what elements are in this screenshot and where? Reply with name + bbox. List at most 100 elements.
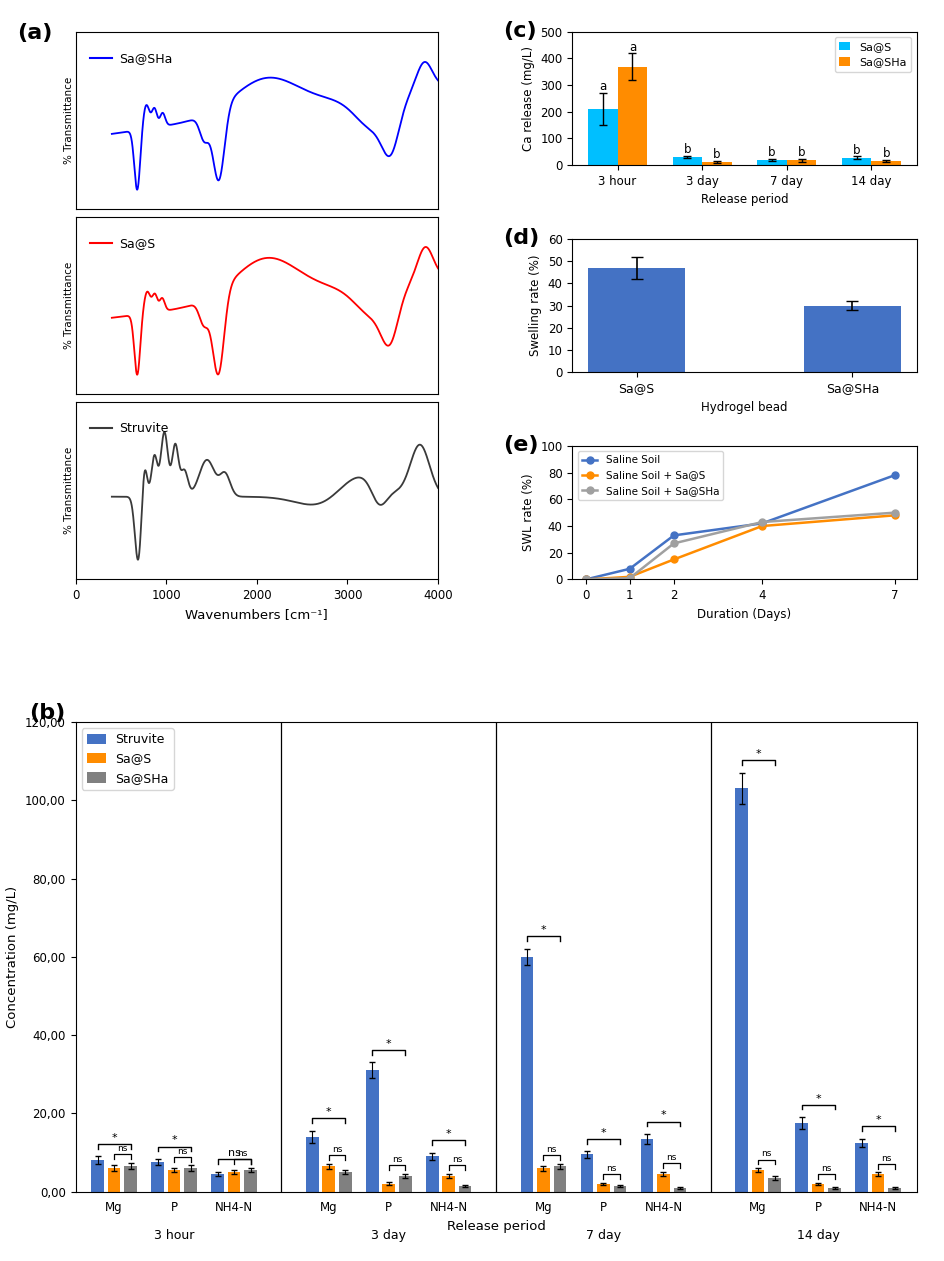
Text: (d): (d) [503,228,539,248]
Saline Soil + Sa@SHa [888,506,900,521]
Text: ns: ns [451,1155,462,1164]
Text: ns: ns [177,1146,187,1155]
Legend: Struvite, Sa@S, Sa@SHa: Struvite, Sa@S, Sa@SHa [82,728,174,789]
Y-axis label: SWL rate (%): SWL rate (%) [521,474,534,551]
Saline Soil + Sa@S [756,518,767,533]
Text: ns: ns [117,1144,127,1154]
X-axis label: Hydrogel bead: Hydrogel bead [700,401,787,414]
Y-axis label: Concentration (mg/L): Concentration (mg/L) [7,885,20,1028]
Bar [587,267,684,372]
X-axis label: Release period: Release period [447,1219,545,1233]
Bar [870,161,900,165]
Saline Soil [580,572,591,588]
Text: a: a [628,40,635,54]
Text: 3 hour: 3 hour [154,1228,194,1242]
Bar [827,1188,840,1192]
Text: b: b [767,146,775,159]
Text: b: b [882,148,889,160]
Text: 3 day: 3 day [371,1228,406,1242]
Text: Struvite: Struvite [119,421,168,435]
Text: (a): (a) [18,23,53,43]
Text: *: * [446,1129,451,1139]
Bar [442,1177,455,1192]
Saline Soil [888,468,900,483]
Legend: Sa@S, Sa@SHa: Sa@S, Sa@SHa [834,37,910,72]
Bar [322,1166,335,1192]
Bar [124,1166,137,1192]
Y-axis label: % Transmittance: % Transmittance [64,262,75,349]
X-axis label: Release period: Release period [700,193,787,207]
Text: ns: ns [666,1154,676,1163]
Text: ns: ns [228,1148,241,1158]
Text: *: * [815,1093,820,1103]
Bar [244,1170,257,1192]
Bar [365,1071,379,1192]
Bar [426,1156,438,1192]
Bar [617,67,647,165]
Y-axis label: Ca release (mg/L): Ca release (mg/L) [521,45,534,151]
Bar [734,788,748,1192]
Saline Soil + Sa@SHa [623,570,634,585]
Bar [211,1174,224,1192]
Legend: Saline Soil, Saline Soil + Sa@S, Saline Soil + Sa@SHa: Saline Soil, Saline Soil + Sa@S, Saline … [577,451,722,499]
Text: ns: ns [546,1145,556,1154]
Saline Soil [623,561,634,576]
Text: ns: ns [880,1154,890,1163]
Bar [613,1185,626,1192]
Line: Saline Soil + Sa@SHa: Saline Soil + Sa@SHa [582,509,897,583]
Bar [151,1163,164,1192]
Saline Soil + Sa@SHa [667,536,679,551]
Saline Soil + Sa@S [667,552,679,567]
Text: *: * [171,1135,177,1145]
X-axis label: Wavenumbers [cm⁻¹]: Wavenumbers [cm⁻¹] [185,608,328,620]
Text: (b): (b) [29,704,65,723]
Text: ns: ns [606,1164,616,1173]
Text: (c): (c) [503,21,536,40]
Bar [339,1171,351,1192]
Bar [795,1124,807,1192]
Text: b: b [683,144,690,156]
Text: *: * [660,1111,666,1121]
X-axis label: Duration (Days): Duration (Days) [697,608,791,620]
Bar [398,1177,411,1192]
Saline Soil [667,528,679,543]
Bar [108,1168,120,1192]
Bar [184,1168,196,1192]
Y-axis label: Swelling rate (%): Swelling rate (%) [529,255,542,357]
Bar [841,158,870,165]
Text: ns: ns [760,1149,770,1159]
Text: ns: ns [331,1145,342,1154]
Bar [803,305,900,372]
Bar [536,1168,549,1192]
Bar [581,1155,593,1192]
Bar [459,1185,471,1192]
Bar [811,1184,823,1192]
Bar [672,158,701,165]
Text: *: * [600,1127,606,1137]
Text: *: * [111,1132,117,1142]
Text: ns: ns [820,1164,831,1173]
Bar [382,1184,395,1192]
Saline Soil + Sa@SHa [580,572,591,588]
Text: ns: ns [392,1155,402,1164]
Text: Sa@SHa: Sa@SHa [119,52,173,64]
Text: ns: ns [237,1149,247,1158]
Bar [756,160,786,165]
Bar [553,1166,565,1192]
Bar [854,1142,868,1192]
Text: a: a [598,81,606,93]
Saline Soil [756,516,767,531]
Bar [701,161,731,165]
Bar [767,1178,780,1192]
Text: b: b [851,144,859,156]
Bar [306,1137,318,1192]
Bar [751,1170,764,1192]
Text: 7 day: 7 day [585,1228,620,1242]
Text: *: * [874,1115,880,1125]
Bar [228,1171,240,1192]
Y-axis label: % Transmittance: % Transmittance [64,446,75,535]
Bar [640,1139,652,1192]
Text: b: b [797,146,804,159]
Text: *: * [540,926,546,936]
Bar [92,1160,104,1192]
